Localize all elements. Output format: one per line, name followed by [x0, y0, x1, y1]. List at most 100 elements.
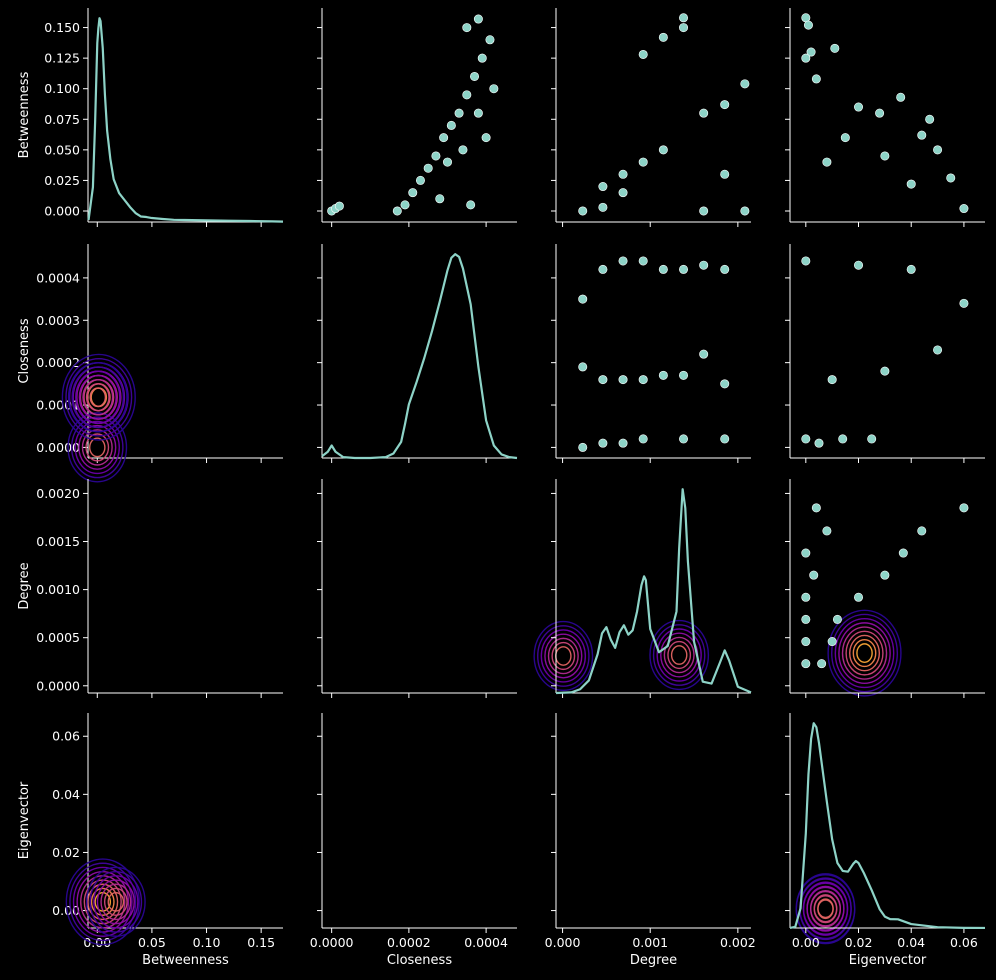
scatter-point [801, 53, 811, 63]
contour-level [537, 625, 590, 687]
contour-level [856, 643, 873, 663]
y-axis-label: Closeness [17, 318, 32, 383]
panel-betweenness-vs-betweenness: 0.000 0.025 0.050 0.075 0.100 0.125 0.150 Betwe… [17, 8, 284, 227]
contour-level [834, 617, 895, 689]
scatter-point [906, 179, 916, 189]
x-tick-label: 0.0002 [387, 935, 431, 950]
contour-level [93, 875, 139, 929]
scatter-point [898, 548, 908, 558]
scatter-point [679, 370, 689, 380]
contour-level [845, 630, 884, 676]
scatter-point [658, 32, 668, 42]
contour-level [809, 890, 841, 928]
scatter-point [477, 53, 487, 63]
scatter-point [822, 526, 832, 536]
scatter-point [408, 188, 418, 198]
panel-grid: 0.000 0.025 0.050 0.075 0.100 0.125 0.150 Betwe… [17, 8, 986, 968]
y-tick-label: 0.075 [44, 112, 80, 127]
scatter-point [489, 84, 499, 94]
y-tick-label: 0.0000 [36, 440, 80, 455]
scatter-point [830, 43, 840, 53]
scatter-point [806, 47, 816, 57]
y-tick-label: 0.100 [44, 81, 80, 96]
scatter-point [720, 169, 730, 179]
scatter-point [618, 375, 628, 385]
scatter-point [618, 188, 628, 198]
scatter-point [801, 659, 811, 669]
x-tick-label: 0.15 [247, 935, 275, 950]
scatter-point [638, 49, 648, 59]
y-tick-label: 0.00 [52, 903, 80, 918]
scatter-point [925, 114, 935, 124]
scatter-point [740, 206, 750, 216]
scatter-point [679, 264, 689, 274]
scatter-point [959, 204, 969, 214]
y-tick-label: 0.06 [52, 729, 80, 744]
scatter-point [466, 200, 476, 210]
contour-level [817, 899, 834, 920]
contour-level [67, 362, 128, 433]
contour-level [656, 628, 702, 682]
kde-curve [555, 488, 752, 695]
contour-level [813, 895, 838, 924]
scatter-point [720, 434, 730, 444]
x-tick-label: 0.000 [545, 935, 581, 950]
scatter-point [638, 157, 648, 167]
contour-level [551, 641, 576, 671]
y-axis-label: Eigenvector [17, 781, 32, 859]
scatter-point [658, 370, 668, 380]
y-tick-label: 0.0020 [36, 486, 80, 501]
scatter-point [598, 182, 608, 192]
contour-level [70, 416, 124, 479]
contour-level [849, 634, 881, 672]
scatter-point [462, 23, 472, 33]
scatter-point [442, 157, 452, 167]
y-tick-label: 0.025 [44, 173, 80, 188]
scatter-point [811, 503, 821, 513]
contour-level [85, 383, 110, 412]
scatter-point [867, 434, 877, 444]
contour-level [838, 622, 891, 684]
scatter-point [679, 434, 689, 444]
scatter-point [959, 298, 969, 308]
x-tick-label: 0.06 [950, 935, 978, 950]
scatter-point [435, 194, 445, 204]
scatter-point [906, 264, 916, 274]
panel-betweenness-vs-closeness [317, 8, 517, 227]
x-tick-label: 0.10 [193, 935, 221, 950]
scatter-point [578, 362, 588, 372]
x-tick-label: 0.00 [792, 935, 820, 950]
y-tick-label: 0.0004 [36, 270, 80, 285]
x-tick-label: 0.02 [845, 935, 873, 950]
scatter-point [578, 442, 588, 452]
scatter-point [658, 145, 668, 155]
y-axis-label: Degree [17, 562, 32, 609]
contour-level [85, 433, 110, 462]
scatter-point [458, 145, 468, 155]
y-tick-label: 0.0015 [36, 534, 80, 549]
scatter-point [933, 345, 943, 355]
kde-curve [789, 722, 986, 930]
scatter-point [454, 108, 464, 118]
scatter-point [840, 133, 850, 143]
scatter-point [740, 79, 750, 89]
contour-level [75, 370, 121, 424]
scatter-point [658, 264, 668, 274]
scatter-point [801, 614, 811, 624]
scatter-point [896, 92, 906, 102]
scatter-point [598, 264, 608, 274]
y-tick-label: 0.0005 [36, 630, 80, 645]
contour-level [827, 609, 902, 697]
scatter-point [917, 130, 927, 140]
contour-level [61, 353, 136, 441]
scatter-point [598, 375, 608, 385]
scatter-point [880, 366, 890, 376]
x-tick-label: 0.05 [138, 935, 166, 950]
contour-level [88, 437, 106, 458]
scatter-point [618, 169, 628, 179]
scatter-point [880, 570, 890, 580]
y-tick-label: 0.0002 [36, 355, 80, 370]
scatter-point [638, 375, 648, 385]
scatter-point [481, 133, 491, 143]
